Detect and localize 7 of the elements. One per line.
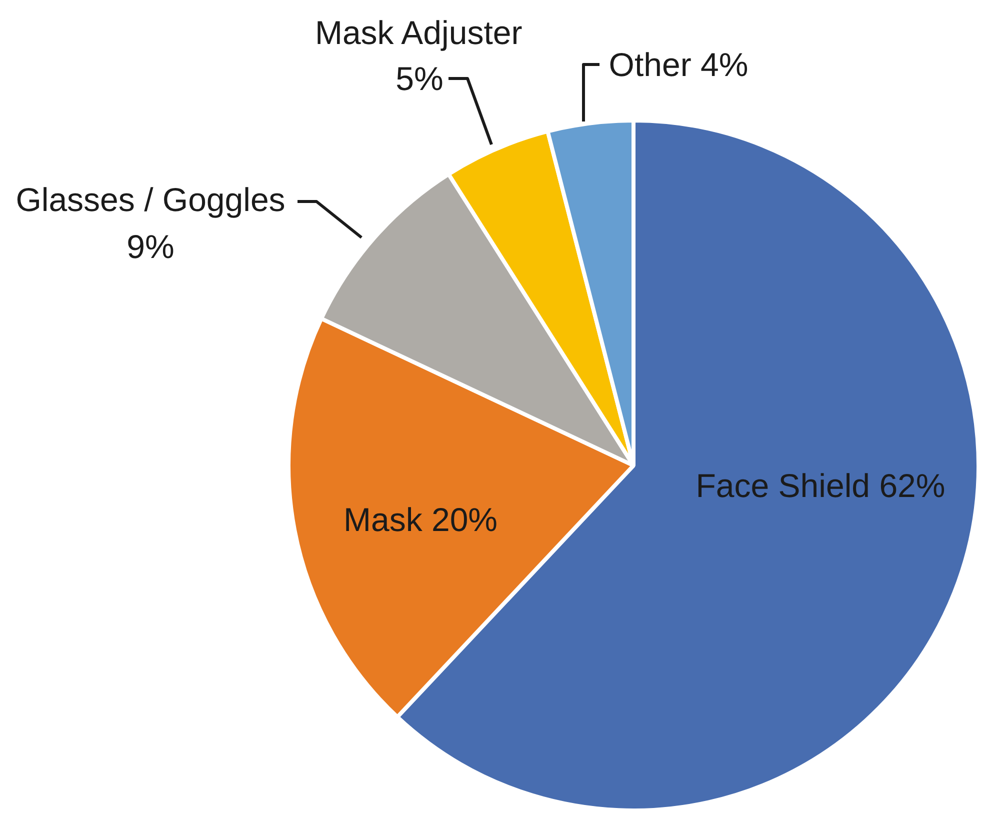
slice-label: Mask Adjuster (314, 14, 522, 51)
slice-label: Mask 20% (343, 501, 498, 538)
data-label: 5% (396, 60, 444, 97)
slice-label: Face Shield 62% (696, 467, 946, 504)
data-label: 9% (126, 228, 174, 265)
slice-label: Glasses / Goggles (16, 181, 286, 218)
slice-label: Other 4% (608, 46, 748, 83)
